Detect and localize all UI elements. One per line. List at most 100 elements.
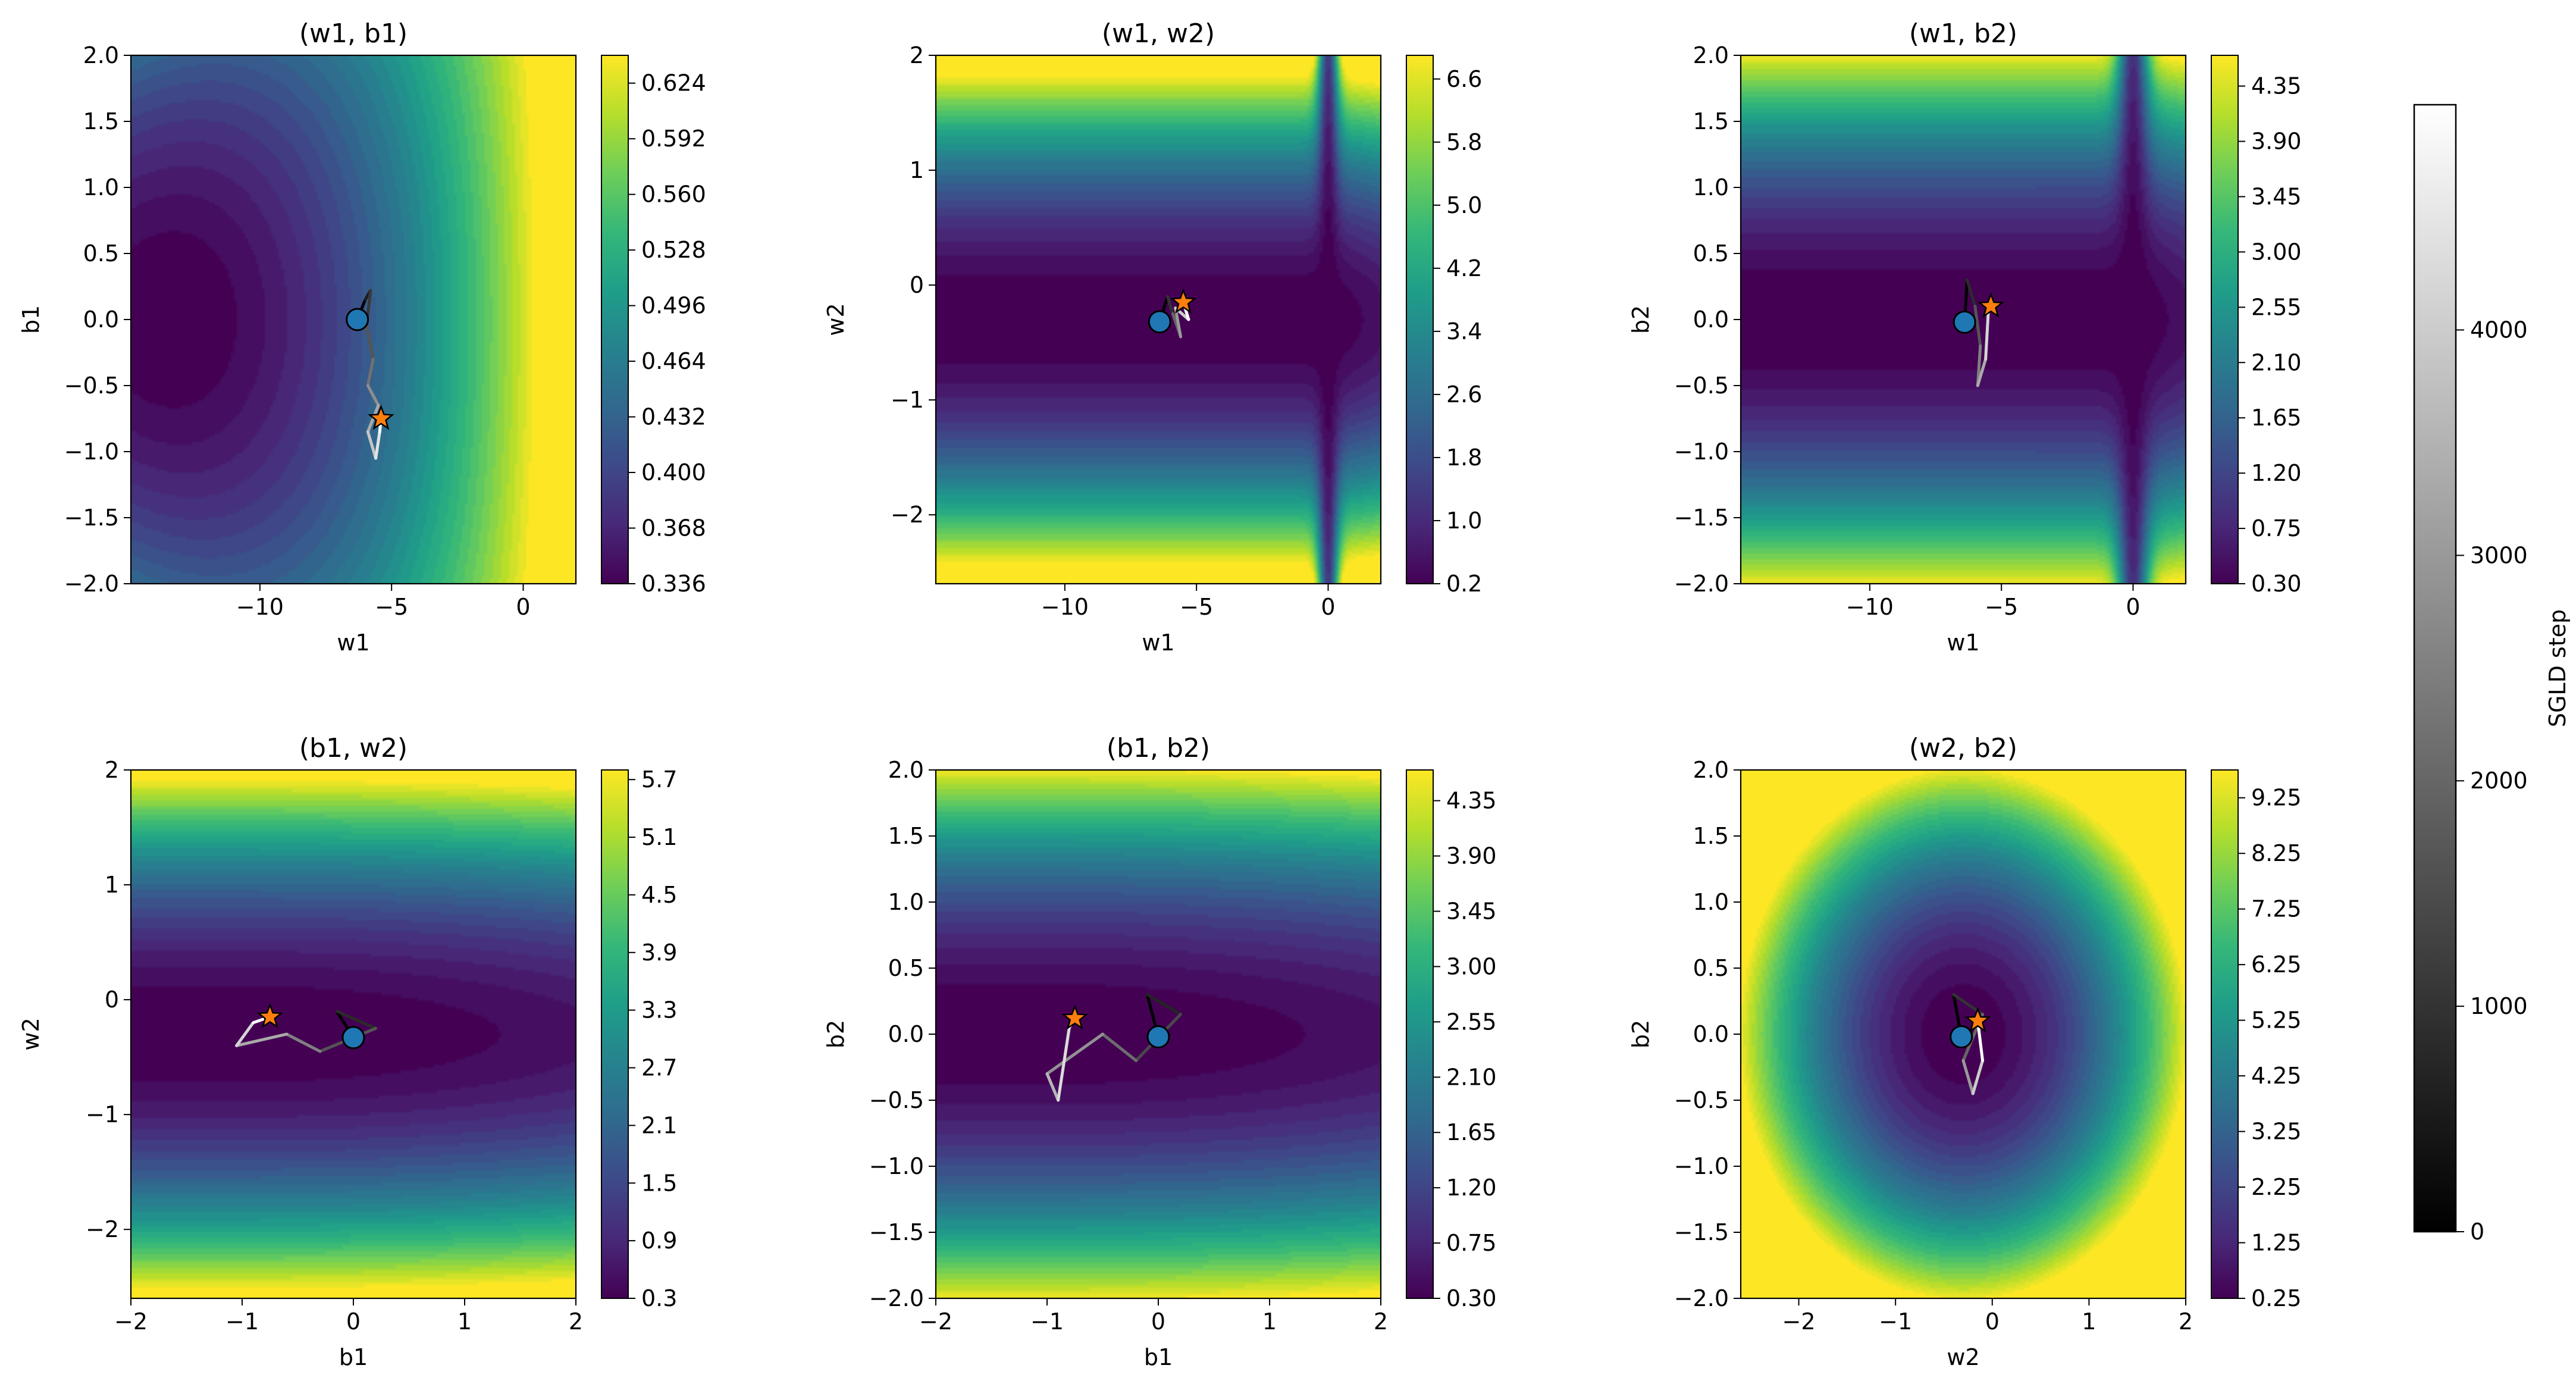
y-tick-label: −0.5 [1674,372,1729,399]
trajectory-segment [1145,992,1182,1016]
sgld-trajectory [1045,992,1182,1102]
x-tick-label: 2 [569,1308,583,1335]
colorbar-tick-label: 3.4 [1446,318,1482,345]
x-axis-label: b1 [339,1344,368,1370]
y-tick-label: −1.5 [1674,505,1729,531]
y-axis-label: w2 [18,1017,44,1050]
colorbar-tick-label: 2.55 [2251,294,2302,320]
x-tick-label: 0 [516,594,530,620]
y-tick-label: 1.5 [1693,108,1729,134]
colorbar-tick-label: 0.9 [641,1228,677,1254]
trajectory-segment [366,430,378,460]
colorbar-tick-label: 0.75 [2251,515,2302,541]
y-tick-label: −0.5 [869,1087,924,1113]
y-tick-label: 2.0 [83,42,119,68]
colorbar-tick-label: 2.7 [641,1055,677,1081]
y-tick-label: 1.5 [1693,823,1729,849]
step-gradient [2413,104,2457,1233]
step-tick-label: 4000 [2470,317,2528,343]
colorbar-gradient [601,55,629,584]
trajectory-segment [235,1032,289,1047]
colorbar-tick-label: 0.336 [641,571,706,597]
x-tick-label: −10 [236,594,284,620]
colorbar-tick-label: 0.25 [2251,1285,2302,1311]
x-tick-label: −10 [1846,594,1894,620]
trajectory-segment [1174,306,1183,339]
x-tick-label: −5 [1985,594,2018,620]
x-tick-label: −1 [225,1308,259,1335]
y-tick-label: −2.0 [64,571,119,597]
colorbar: 0.336 0.368 0.400 0.432 0.464 0.496 0.528 0.560… [601,55,706,597]
subplot-title: (w1, b1) [299,18,408,49]
trajectory-segment [1971,1059,1985,1095]
step-tick-label: 3000 [2470,542,2528,568]
sgld-step-colorbar: SGLD step 0 1000 2000 3000 4000 [2413,104,2571,1245]
start-point [1146,1025,1170,1048]
colorbar: 0.25 1.25 2.25 3.25 4.25 5.25 6.25 7.25 8.25 9.25 [2211,769,2302,1311]
y-tick-label: 0.5 [1693,955,1729,981]
y-axis-label: b2 [1628,305,1654,334]
end-point [1170,288,1197,314]
start-point [341,1026,365,1050]
trajectory-segment [285,1032,322,1053]
plot-frame [935,54,1382,585]
start-point [1953,310,1976,334]
trajectory-segment [1045,1072,1060,1102]
colorbar-tick-label: 0.2 [1446,571,1482,597]
y-tick-label: 1.0 [888,889,924,915]
colorbar-tick-label: 3.45 [2251,183,2302,209]
colorbar-tick-label: 0.624 [641,70,706,96]
x-tick-label: −5 [375,594,408,620]
colorbar-tick-label: 2.55 [1446,1009,1497,1035]
y-tick-label: 1 [910,157,924,183]
y-tick-label: 0.5 [83,240,119,267]
trajectory-segment [1101,1032,1138,1062]
y-tick-label: 0 [105,987,119,1013]
y-axis-label: b1 [18,305,44,334]
y-tick-label: −2 [86,1216,119,1242]
colorbar-tick-label: 4.2 [1446,255,1482,281]
x-tick-label: −2 [1782,1308,1816,1335]
x-tick-label: −1 [1030,1308,1064,1335]
colorbar-tick-label: 4.25 [2251,1063,2302,1089]
colorbar-tick-label: 1.5 [641,1170,677,1196]
y-tick-label: 0.0 [83,306,119,333]
x-tick-label: 2 [1374,1308,1388,1335]
colorbar-tick-label: 3.25 [2251,1119,2302,1145]
colorbar-tick-label: 1.20 [1446,1175,1497,1201]
sgld-step-label: SGLD step [2544,609,2571,727]
y-tick-label: 2 [105,757,119,783]
colorbar-tick-label: 4.5 [641,882,677,908]
colorbar-tick-label: 4.35 [1446,788,1497,814]
sgld-trajectory [1963,278,1992,387]
colorbar-tick-label: 5.0 [1446,192,1482,218]
y-tick-label: 1.5 [83,108,119,134]
x-tick-label: 1 [2082,1308,2096,1335]
colorbar-tick-label: 1.65 [1446,1119,1497,1145]
y-tick-label: 2.0 [1693,757,1729,783]
colorbar-tick-label: 1.20 [2251,460,2302,486]
colorbar-tick-label: 3.9 [641,940,677,966]
y-tick-label: 1.0 [1693,174,1729,201]
step-tick-label: 2000 [2470,768,2528,794]
trajectory-segment [1976,1019,1985,1062]
y-tick-label: −1.0 [1674,439,1729,465]
colorbar-tick-label: 0.560 [641,181,706,208]
end-point [368,404,394,430]
x-tick-label: −10 [1041,594,1089,620]
end-point [1978,292,2004,318]
subplot-title: (w1, w2) [1102,18,1215,49]
colorbar: 0.3 0.9 1.5 2.1 2.7 3.3 3.9 4.5 5.1 5.7 [601,766,677,1311]
x-tick-label: 1 [457,1308,472,1335]
y-tick-label: −1.0 [64,439,119,465]
y-tick-label: −2 [891,502,924,528]
subplot-3: −2 −1 0 1 2 −2 −1 0 1 2 (b1, w2) b1 w2 0.3 0.9 1.5 2.1 2.… [18,733,677,1370]
colorbar-tick-label: 3.45 [1446,898,1497,924]
y-tick-label: 1.0 [83,174,119,201]
x-axis-label: b1 [1144,1344,1173,1370]
trajectory-segment [1984,311,1990,361]
x-tick-label: −2 [919,1308,952,1335]
colorbar-gradient [1406,769,1434,1299]
x-axis-label: w1 [337,630,369,656]
colorbar-tick-label: 7.25 [2251,896,2302,922]
